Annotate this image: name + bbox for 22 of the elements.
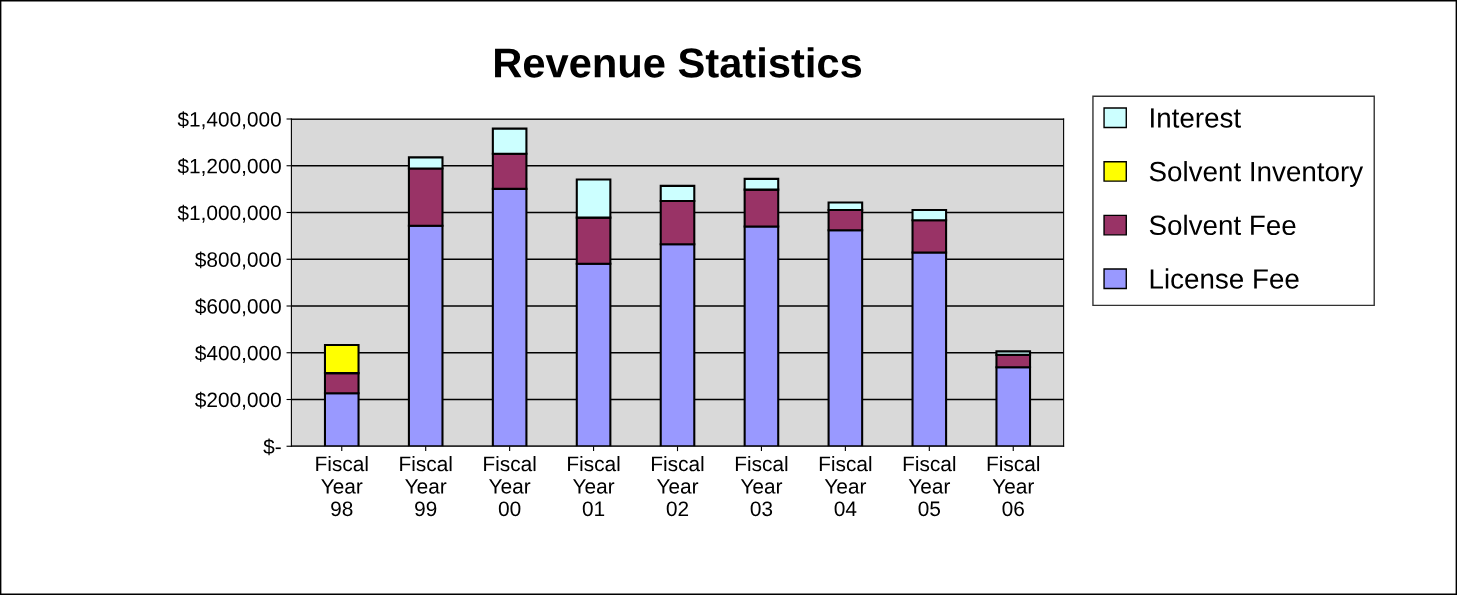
y-tick-label: $-: [263, 438, 281, 456]
legend-label: License Fee: [1150, 268, 1299, 289]
x-tick-label: Fiscal Year 00: [484, 455, 536, 517]
y-tick-label: $400,000: [195, 344, 281, 363]
x-tick-label: Fiscal Year 01: [568, 455, 620, 517]
x-tick-label: Fiscal Year 98: [316, 455, 368, 517]
x-tick-label: Fiscal Year 04: [819, 455, 872, 517]
x-tick-label: Fiscal Year 02: [652, 455, 704, 517]
y-tick-label: $200,000: [195, 391, 281, 410]
x-tick-label: Fiscal Year 99: [400, 455, 452, 517]
legend-label: Interest: [1151, 108, 1241, 128]
x-tick-label: Fiscal Year 05: [903, 455, 956, 517]
y-tick-label: $1,400,000: [177, 111, 281, 130]
chart-title: Revenue Statistics: [495, 47, 862, 78]
legend-label: Solvent Inventory: [1149, 161, 1364, 187]
y-tick-label: $600,000: [195, 298, 281, 317]
y-tick-label: $1,000,000: [177, 204, 281, 223]
y-tick-label: $800,000: [195, 251, 281, 270]
x-tick-label: Fiscal Year 03: [735, 455, 788, 517]
x-tick-label: Fiscal Year 06: [987, 455, 1040, 517]
y-tick-label: $1,200,000: [177, 157, 281, 176]
legend-label: Solvent Fee: [1149, 214, 1296, 236]
